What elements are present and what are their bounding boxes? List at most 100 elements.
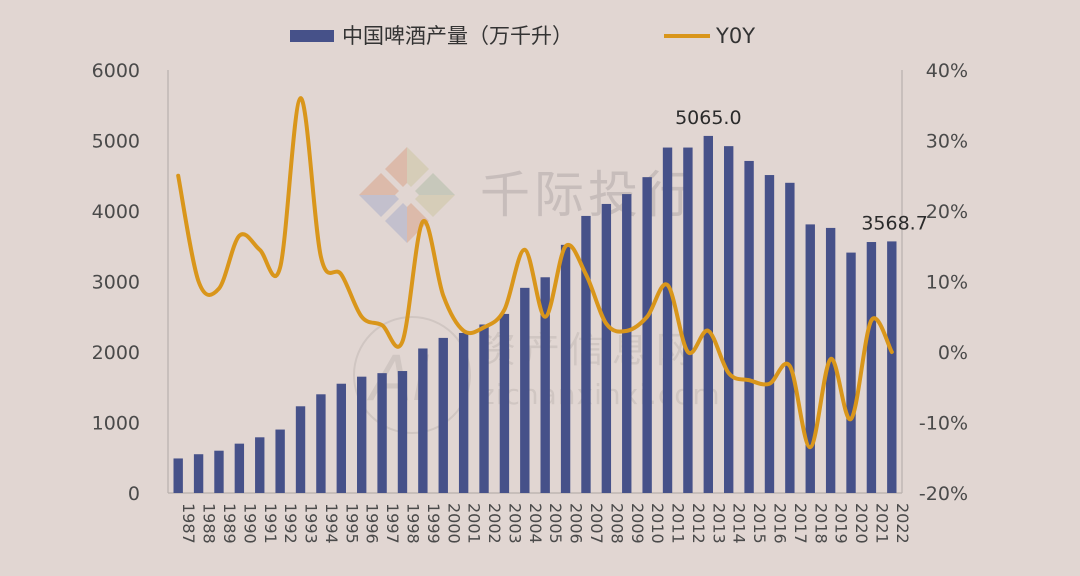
x-tick-label: 2009 [628,503,647,544]
x-tick-label: 2005 [546,503,565,544]
x-tick-label: 2004 [526,503,545,544]
legend: 中国啤酒产量（万千升） Y0Y [290,24,755,48]
bar-1988 [193,454,204,493]
x-tick-label: 1988 [200,503,219,544]
x-tick-label: 1990 [240,503,259,544]
bar-1991 [255,437,265,493]
x-tick-label: 1999 [424,503,443,544]
bar-1993 [295,406,306,493]
x-tick-label: 2018 [811,503,830,544]
bar-series [173,135,897,494]
bar-1990 [234,443,245,493]
x-tick-label: 2015 [750,503,769,544]
left-tick-label: 3000 [92,272,140,294]
bar-2000 [438,337,448,493]
x-tick-label: 1992 [281,503,300,544]
x-tick-label: 1994 [322,503,341,544]
bar-1995 [336,383,346,493]
x-tick-label: 2012 [689,503,708,544]
x-tick-label: 2016 [770,503,789,544]
right-tick-label: -10% [919,413,968,435]
left-tick-label: 0 [128,483,140,505]
annotations: 5065.0 3568.7 [675,107,928,234]
x-tick-label: 1989 [220,503,239,544]
left-tick-label: 6000 [92,60,140,82]
bar-1992 [275,429,285,493]
legend-label-yoy: Y0Y [715,24,755,48]
bar-2004 [520,287,530,493]
bar-2018 [805,224,815,493]
x-tick-label: 1987 [179,503,198,544]
left-tick-label: 4000 [92,201,140,223]
bar-2015 [744,160,754,493]
x-tick-label: 2011 [669,503,688,544]
bar-1997 [377,373,387,493]
bar-2022 [887,241,897,493]
bar-1999 [418,348,428,493]
right-tick-label: 30% [926,131,968,153]
x-tick-label: 2007 [587,503,606,544]
x-tick-label: 2021 [872,503,891,544]
left-axis-ticks: 0 1000 2000 3000 4000 5000 6000 [92,60,140,505]
bar-2003 [499,313,510,493]
bar-1994 [316,394,326,493]
x-tick-label: 2014 [730,503,749,544]
x-tick-label: 2006 [567,503,586,544]
bar-2007 [581,215,591,493]
bar-2005 [540,277,550,493]
x-tick-label: 1997 [383,503,402,544]
right-tick-label: 0% [938,342,968,364]
left-tick-label: 5000 [92,131,140,153]
x-tick-label: 2010 [648,503,667,544]
bar-2012 [683,147,693,494]
bar-2020 [846,252,856,493]
x-tick-label: 1996 [363,503,382,544]
legend-label-production: 中国啤酒产量（万千升） [342,24,573,48]
x-tick-label: 2019 [832,503,851,544]
bar-2017 [785,182,795,494]
bar-1989 [214,450,224,493]
right-tick-label: 40% [926,60,968,82]
x-tick-label: 2001 [465,503,484,544]
yoy-line [176,96,894,450]
watermark-logo [359,147,455,243]
annotation-2013: 5065.0 [675,107,741,129]
bar-2009 [622,194,632,493]
x-tick-label: 2020 [852,503,871,544]
annotation-2022: 3568.7 [861,212,927,234]
bar-2014 [724,146,734,493]
x-tick-label: 1998 [403,503,422,544]
right-tick-label: -20% [919,483,968,505]
bar-1998 [397,371,408,493]
x-tick-label: 1993 [302,503,321,544]
bar-2021 [866,242,877,493]
x-tick-label: 1995 [342,503,361,544]
watermark-brand: 千际投行 [480,166,696,224]
bar-2006 [560,244,571,493]
bar-2002 [479,324,489,493]
bar-1996 [357,376,367,493]
x-tick-label: 2003 [505,503,524,544]
bar-2008 [601,203,612,493]
bar-2001 [458,332,469,493]
left-tick-label: 2000 [92,342,140,364]
watermark-circle [353,316,471,434]
right-axis-ticks: -20% -10% 0% 10% 20% 30% 40% [919,60,968,505]
bar-2011 [662,147,673,494]
right-tick-label: 10% [926,272,968,294]
right-tick-label: 20% [926,201,968,223]
x-tick-label: 2017 [791,503,810,544]
bar-2016 [764,175,775,494]
x-tick-label: 2000 [444,503,463,544]
left-tick-label: 1000 [92,413,140,435]
bar-1987 [173,458,183,493]
watermark-site-url: zichanxinxi.com [480,378,721,411]
x-axis-ticks: 1987 1988 1989 1990 1991 1992 1993 1994 1995 1996… [179,503,912,544]
bar-2010 [642,177,652,493]
bar-2013 [703,135,713,494]
x-tick-label: 2022 [893,503,912,544]
x-tick-label: 2002 [485,503,504,544]
legend-swatch-production [290,30,334,42]
